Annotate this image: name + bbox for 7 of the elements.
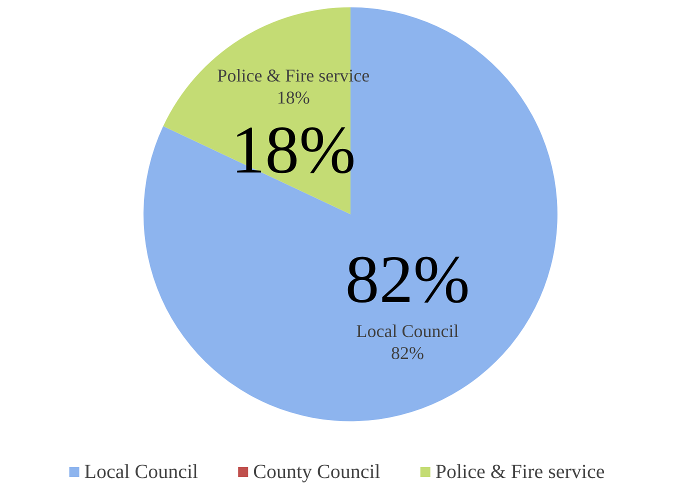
text: 82% (391, 343, 424, 364)
slice-label: Local Council (356, 321, 459, 342)
data-label: 82% (345, 241, 470, 318)
legend-label: Local Council (84, 461, 199, 483)
legend-label: County Council (253, 461, 381, 483)
legend-label: Police & Fire service (435, 461, 605, 483)
data-label: 18% (276, 87, 310, 108)
